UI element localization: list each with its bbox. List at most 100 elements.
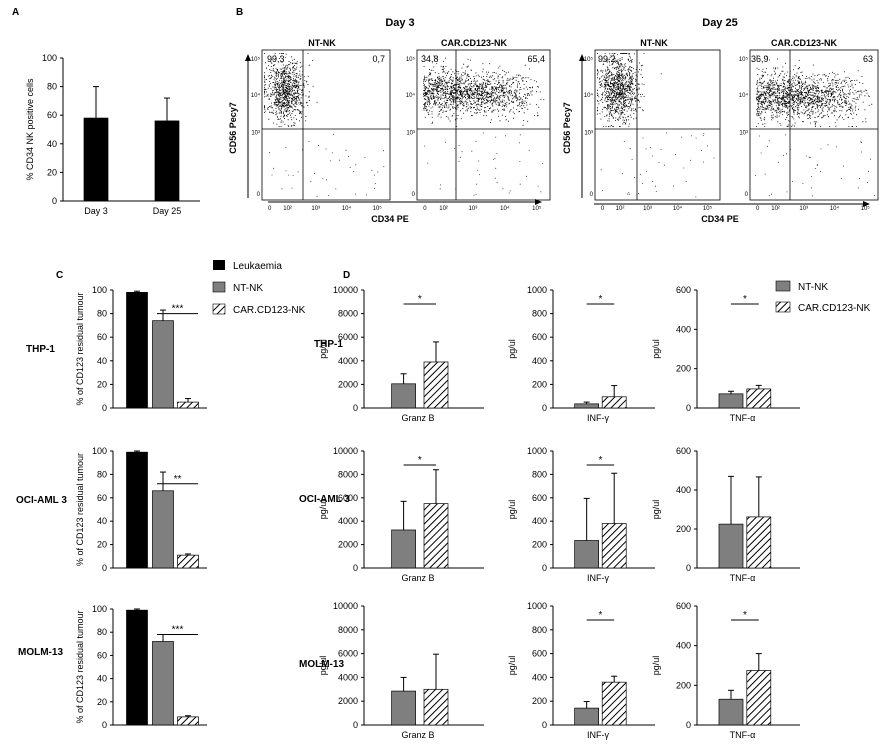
bar-day-25 bbox=[154, 120, 180, 202]
y-axis-label: % CD34 NK positive cells bbox=[25, 78, 35, 181]
y-tick-label: 1000 bbox=[527, 285, 547, 295]
significance-label: * bbox=[418, 294, 422, 305]
bar-nt-nk bbox=[391, 383, 416, 409]
flow-y-tick-label: 10³ bbox=[406, 131, 415, 137]
flow-plot-title: CAR.CD123-NK bbox=[771, 38, 838, 48]
bar-nt-nk bbox=[718, 698, 744, 726]
y-axis-label: pg/ul bbox=[507, 500, 517, 520]
x-axis-label: Granz B bbox=[401, 413, 434, 423]
flow-y-tick-label: 10⁴ bbox=[739, 92, 749, 99]
bar-nt-nk bbox=[718, 523, 744, 569]
flow-x-tick-label: 0 bbox=[268, 206, 272, 212]
y-tick-label: 200 bbox=[532, 540, 547, 550]
x-axis-label: INF-γ bbox=[587, 413, 609, 423]
legend-label: CAR.CD123-NK bbox=[798, 303, 871, 314]
significance-label: *** bbox=[172, 624, 184, 635]
y-tick-label: 100 bbox=[92, 446, 107, 456]
flow-x-tick-label: 10⁵ bbox=[703, 205, 713, 212]
y-tick-label: 200 bbox=[676, 680, 691, 690]
flow-x-tick-label: 10² bbox=[771, 206, 780, 212]
y-tick-label: 100 bbox=[42, 53, 57, 63]
bar-car-cd123-nk bbox=[423, 688, 449, 726]
flow-x-tick-label: 10³ bbox=[311, 206, 320, 212]
bar-car-cd123-nk bbox=[746, 516, 772, 569]
bar-nt-nk bbox=[152, 320, 174, 409]
bar-car-cd123-nk bbox=[601, 681, 627, 726]
flow-plot-title: NT-NK bbox=[308, 38, 336, 48]
flow-day3-title: Day 3 bbox=[385, 17, 414, 29]
y-axis-label: pg/ul bbox=[507, 656, 517, 676]
flow-events bbox=[597, 53, 715, 198]
x-axis-label: Granz B bbox=[401, 573, 434, 583]
legend-d-item-car: CAR.CD123-NK bbox=[775, 301, 871, 314]
quadrant-upper-left: 36,9 bbox=[751, 54, 769, 64]
flow-x-tick-label: 10⁴ bbox=[830, 205, 840, 212]
y-axis-label: pg/ul bbox=[651, 500, 661, 520]
bar-chart-d-molm-13-tnf: 0 200 400 600 pg/ul TNF-α * bbox=[651, 601, 800, 740]
y-tick-label: 80 bbox=[47, 82, 57, 92]
flow-x-label-day25: CD34 PE bbox=[701, 214, 739, 224]
flow-events-path bbox=[597, 53, 715, 198]
y-tick-label: 0 bbox=[353, 403, 358, 413]
legend-swatch-hatch bbox=[775, 301, 791, 313]
flow-border bbox=[261, 49, 391, 201]
y-tick-label: 8000 bbox=[338, 309, 358, 319]
row-label-thp1-d: THP-1 bbox=[314, 339, 343, 350]
y-tick-label: 60 bbox=[97, 493, 107, 503]
y-tick-label: 8000 bbox=[338, 469, 358, 479]
flow-axis-arrows bbox=[245, 54, 870, 207]
flow-y-tick-label: 10³ bbox=[584, 131, 593, 137]
bar-car-cd123-nk bbox=[423, 503, 449, 569]
flow-x-tick-label: 10⁴ bbox=[342, 205, 352, 212]
y-tick-label: 80 bbox=[97, 309, 107, 319]
y-axis-label: % of CD123 residual tumour bbox=[75, 453, 85, 566]
y-tick-label: 10000 bbox=[333, 446, 358, 456]
flow-x-tick-label: 10⁵ bbox=[532, 205, 542, 212]
y-tick-label: 2000 bbox=[338, 540, 358, 550]
bar-chart-c-molm-13: 0 20 40 60 80 100 % of CD123 residual tumour **… bbox=[75, 604, 207, 730]
bar-chart-d-thp-1-inf: 0 200 400 600 800 1000 pg/ul INF-γ * bbox=[507, 285, 655, 423]
panel-label-b: B bbox=[236, 7, 243, 18]
y-tick-label: 200 bbox=[676, 364, 691, 374]
y-axis-label: % of CD123 residual tumour bbox=[75, 292, 85, 405]
y-tick-label: 60 bbox=[97, 332, 107, 342]
legend-d: NT-NK CAR.CD123-NK bbox=[775, 280, 871, 314]
y-tick-label: 400 bbox=[532, 672, 547, 682]
bar-car-cd123-nk bbox=[177, 401, 199, 409]
bar-chart-a: 0 20 40 60 80 100 % CD34 NK positive cells Day … bbox=[25, 53, 200, 216]
quadrant-upper-right: 63 bbox=[863, 54, 873, 64]
flow-x-tick-label: 10⁴ bbox=[500, 205, 510, 212]
bar-chart-d-molm-13-granzb: 0 2000 4000 6000 8000 10000 pg/ul Granz B bbox=[318, 601, 484, 740]
bar-nt-nk bbox=[574, 540, 600, 569]
y-tick-label: 0 bbox=[686, 563, 691, 573]
flow-day25-title: Day 25 bbox=[702, 17, 737, 29]
x-axis-label: TNF-α bbox=[730, 730, 756, 740]
flow-events-path bbox=[423, 54, 545, 196]
y-tick-label: 2000 bbox=[338, 696, 358, 706]
significance-label: ** bbox=[174, 474, 182, 485]
bar-chart-d-thp-1-tnf: 0 200 400 600 pg/ul TNF-α * bbox=[651, 285, 800, 423]
bar-car-cd123-nk bbox=[423, 361, 449, 409]
panel-label-c: C bbox=[56, 270, 63, 281]
bar-nt-nk bbox=[574, 707, 600, 726]
x-axis-label: INF-γ bbox=[587, 730, 609, 740]
panel-label-d: D bbox=[343, 270, 350, 281]
flow-x-tick-label: 0 bbox=[601, 206, 605, 212]
y-tick-label: 1000 bbox=[527, 446, 547, 456]
y-tick-label: 0 bbox=[52, 196, 57, 206]
y-tick-label: 20 bbox=[47, 167, 57, 177]
bar-nt-nk bbox=[718, 393, 744, 409]
flow-x-tick-label: 0 bbox=[423, 206, 427, 212]
significance-label: * bbox=[598, 294, 602, 305]
bar-leukaemia bbox=[126, 609, 148, 726]
y-tick-label: 400 bbox=[676, 485, 691, 495]
bar-chart-d-oci-aml-3-tnf: 0 200 400 600 pg/ul TNF-α bbox=[651, 446, 800, 583]
y-tick-label: 60 bbox=[47, 110, 57, 120]
y-tick-label: 600 bbox=[676, 446, 691, 456]
y-axis-label: pg/ul bbox=[651, 339, 661, 359]
flow-border bbox=[594, 49, 721, 201]
bar-car-cd123-nk bbox=[746, 670, 772, 726]
bar-chart-d-molm-13-inf: 0 200 400 600 800 1000 pg/ul INF-γ * bbox=[507, 601, 655, 740]
flow-x-tick-label: 10⁴ bbox=[673, 205, 683, 212]
y-tick-label: 200 bbox=[532, 696, 547, 706]
